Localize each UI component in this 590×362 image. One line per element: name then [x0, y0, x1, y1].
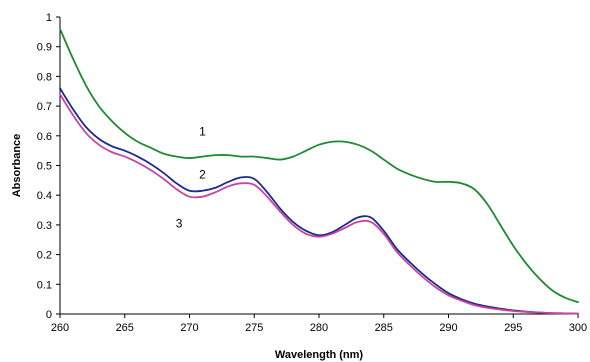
y-tick-label: 0.2: [37, 250, 52, 262]
x-tick-label: 275: [245, 322, 263, 334]
curve-label-1: 1: [199, 124, 206, 138]
curve-label-2: 2: [199, 167, 206, 181]
x-tick-label: 290: [439, 322, 457, 334]
x-tick-label: 295: [504, 322, 522, 334]
curve-labels: 1 2 3: [176, 124, 206, 230]
y-tick-label: 1: [46, 12, 52, 24]
y-tick-label: 0.5: [37, 161, 52, 173]
y-axis-ticks: 0 0.1 0.2 0.3 0.4 0.5 0.6 0.7 0.8 0.9 1: [37, 12, 60, 321]
y-axis-title: Absorbance: [11, 134, 23, 198]
series-layer: [59, 27, 579, 315]
y-tick-label: 0.1: [37, 279, 52, 291]
x-tick-label: 260: [51, 322, 69, 334]
curve-label-3: 3: [176, 216, 183, 230]
x-tick-label: 285: [375, 322, 393, 334]
y-tick-label: 0.9: [37, 42, 52, 54]
x-tick-label: 270: [180, 322, 198, 334]
y-tick-label: 0: [46, 309, 52, 321]
x-tick-label: 265: [116, 322, 134, 334]
series-line-1: [59, 27, 579, 304]
series-line-3: [59, 93, 579, 315]
series-line-2: [59, 87, 579, 315]
x-tick-label: 300: [569, 322, 587, 334]
y-tick-label: 0.7: [37, 101, 52, 113]
x-axis-ticks: 260 265 270 275 280 285 290 295 300: [51, 314, 587, 334]
x-axis-title: Wavelength (nm): [275, 349, 364, 361]
x-tick-label: 280: [310, 322, 328, 334]
y-tick-label: 0.8: [37, 71, 52, 83]
y-tick-label: 0.4: [37, 190, 52, 202]
y-tick-label: 0.3: [37, 220, 52, 232]
y-tick-label: 0.6: [37, 131, 52, 143]
